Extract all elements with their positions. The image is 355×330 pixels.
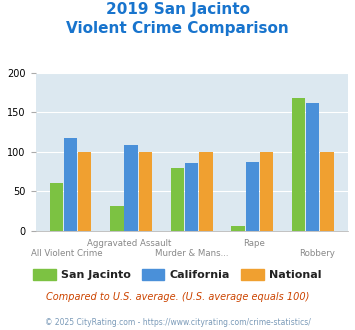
Bar	[260, 152, 273, 231]
Bar	[246, 162, 259, 231]
Bar	[110, 206, 124, 231]
Text: Aggravated Assault: Aggravated Assault	[87, 239, 171, 248]
Text: Compared to U.S. average. (U.S. average equals 100): Compared to U.S. average. (U.S. average …	[46, 292, 309, 302]
Bar	[292, 98, 305, 231]
Bar	[64, 138, 77, 231]
Text: Violent Crime Comparison: Violent Crime Comparison	[66, 21, 289, 36]
Text: Rape: Rape	[243, 239, 265, 248]
Text: 2019 San Jacinto: 2019 San Jacinto	[105, 2, 250, 16]
Text: All Violent Crime: All Violent Crime	[31, 249, 103, 258]
Bar	[306, 103, 320, 231]
Bar	[199, 152, 213, 231]
Bar	[320, 152, 334, 231]
Bar	[231, 226, 245, 231]
Bar	[78, 152, 92, 231]
Bar	[171, 168, 184, 231]
Text: © 2025 CityRating.com - https://www.cityrating.com/crime-statistics/: © 2025 CityRating.com - https://www.city…	[45, 318, 310, 327]
Legend: San Jacinto, California, National: San Jacinto, California, National	[29, 265, 326, 285]
Bar	[139, 152, 152, 231]
Bar	[125, 146, 138, 231]
Text: Murder & Mans...: Murder & Mans...	[155, 249, 229, 258]
Bar	[185, 163, 198, 231]
Bar	[50, 183, 63, 231]
Text: Robbery: Robbery	[299, 249, 335, 258]
